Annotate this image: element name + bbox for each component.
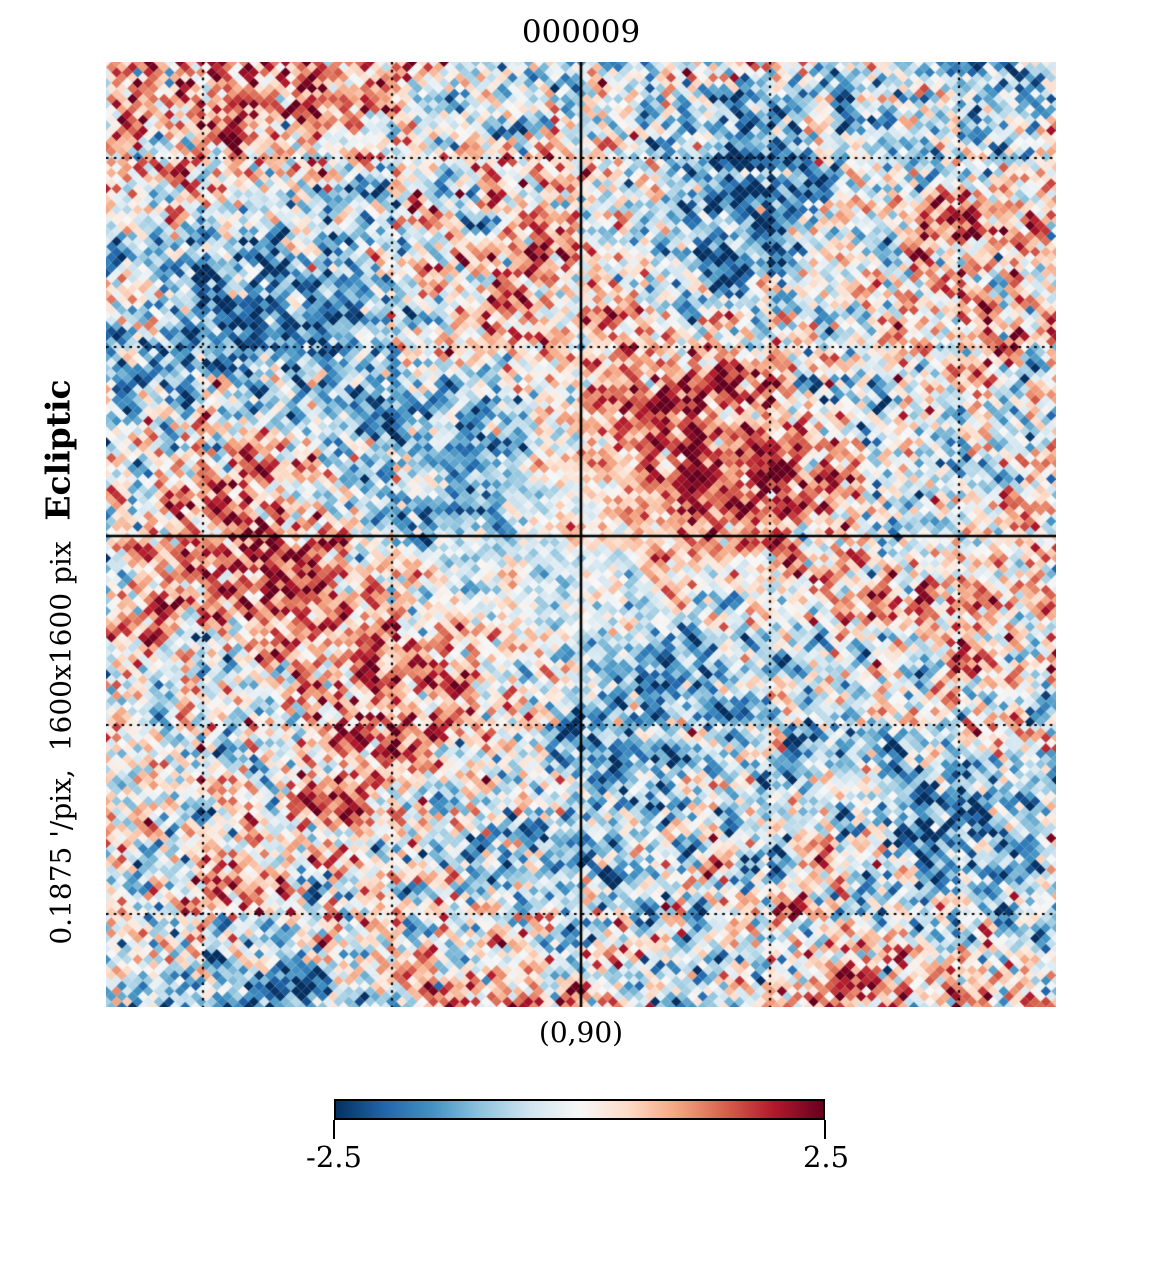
map-canvas [106, 62, 1056, 1007]
colorbar-min-label: -2.5 [306, 1140, 362, 1174]
colorbar [334, 1099, 825, 1120]
colorbar-max-tick [824, 1120, 826, 1139]
colorbar-max-label: 2.5 [802, 1140, 850, 1174]
coordinate-system-label: Ecliptic [38, 379, 78, 521]
plot-title: 000009 [521, 14, 641, 50]
center-coordinates-label: (0,90) [538, 1016, 624, 1049]
colorbar-min-tick [333, 1120, 335, 1139]
resolution-label: 0.1875 '/pix, 1600x1600 pix [44, 541, 78, 945]
